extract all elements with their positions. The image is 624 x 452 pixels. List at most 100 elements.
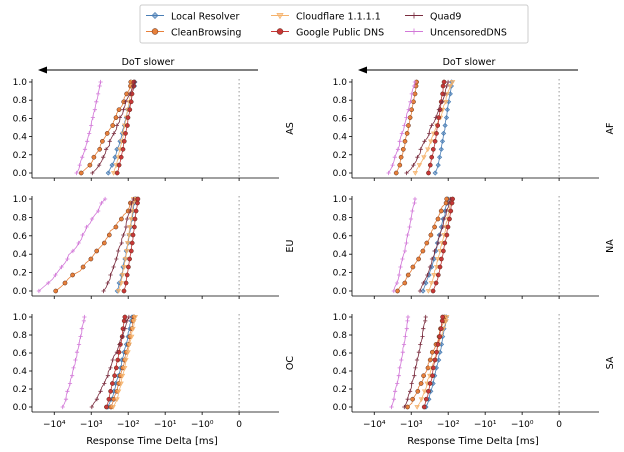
data-point [398, 264, 403, 270]
data-point [128, 334, 135, 340]
series-quad9 [417, 196, 453, 294]
x-tick-label: −10⁴ [43, 420, 66, 430]
data-point [447, 200, 452, 206]
legend-marker [276, 28, 284, 35]
data-point [435, 272, 441, 278]
data-point [116, 162, 122, 168]
data-point [414, 405, 420, 410]
series-line [62, 316, 85, 408]
data-point [434, 257, 441, 262]
data-point [443, 99, 449, 105]
data-point [391, 288, 396, 294]
data-point [116, 107, 122, 113]
data-point [118, 281, 125, 286]
data-point [413, 365, 418, 370]
data-point [449, 80, 456, 85]
data-point [415, 388, 421, 394]
series-cleanbrowsing [393, 79, 419, 176]
series-uncensoreddns [389, 314, 411, 410]
data-point [410, 264, 416, 270]
legend-label: Google Public DNS [296, 28, 384, 39]
data-point [400, 256, 405, 262]
legend: Local Resolver CleanBrowsing Cloudflare … [139, 4, 529, 44]
data-point [441, 248, 446, 254]
y-tick-label: 0.8 [13, 331, 28, 341]
data-point [122, 314, 128, 320]
data-point [444, 196, 450, 202]
data-point [427, 131, 432, 136]
series-google-public-dns [421, 314, 445, 410]
data-point [437, 334, 443, 339]
arrow-label: DoT slower [443, 57, 496, 68]
data-point [420, 248, 426, 254]
data-point [411, 163, 416, 168]
legend-marker [411, 28, 417, 35]
data-point [89, 123, 94, 128]
data-point [429, 349, 435, 355]
data-point [107, 139, 112, 144]
data-point [440, 314, 445, 320]
x-tick-label: −10² [117, 420, 140, 430]
data-point [121, 138, 127, 144]
data-point [113, 115, 119, 120]
data-point [435, 216, 441, 222]
data-point [420, 334, 425, 339]
data-point [65, 256, 70, 262]
data-point [124, 241, 131, 246]
data-point [435, 162, 441, 168]
data-point [418, 397, 425, 402]
legend-marker [151, 12, 159, 19]
data-point [404, 240, 409, 246]
data-point [421, 155, 427, 160]
data-point [391, 397, 396, 402]
x-tick-label: −10⁰ [511, 420, 534, 430]
y-tick-label: 0.8 [333, 213, 348, 223]
data-point [114, 397, 120, 402]
data-point [117, 342, 122, 347]
y-tick-label: 0.0 [13, 169, 28, 179]
y-tick-label: 0.8 [13, 96, 28, 106]
data-point [130, 326, 136, 332]
panel-grid: 0.0 0.2 0.4 0.6 0.8 1.0 AS 0.0 0.2 0.4 0.6 0.8 1.0 AF… [13, 78, 616, 430]
data-point [399, 357, 404, 363]
data-point [409, 381, 414, 386]
data-point [128, 99, 134, 105]
data-point [427, 381, 433, 386]
data-point [412, 200, 417, 206]
legend-entry: Google Public DNS [271, 28, 384, 39]
y-tick-label: 0.0 [13, 403, 28, 413]
series-line [391, 316, 409, 408]
data-point [114, 350, 120, 355]
y-tick-label: 0.4 [333, 133, 348, 143]
series-uncensoreddns [391, 196, 418, 294]
data-point [105, 280, 110, 286]
data-point [414, 357, 420, 363]
data-point [82, 147, 88, 152]
data-point [416, 163, 423, 168]
data-point [447, 216, 452, 222]
data-point [53, 272, 58, 278]
y-tick-label: 0.8 [333, 96, 348, 106]
data-point [429, 256, 435, 262]
panel-sa: 0.0 0.2 0.4 0.6 0.8 1.0 −10⁴ −10³ −10² −10¹ −10⁰ 0 S… [333, 313, 616, 430]
data-point [406, 123, 411, 128]
data-point [79, 326, 84, 331]
series-google-public-dns [426, 79, 447, 176]
data-point [443, 115, 450, 121]
data-point [132, 216, 138, 222]
data-point [396, 373, 401, 378]
x-tick-label: 0 [556, 420, 562, 430]
data-point [442, 122, 448, 129]
data-point [124, 249, 130, 254]
data-point [397, 162, 403, 168]
series-quad9 [90, 79, 137, 176]
data-point [109, 162, 115, 168]
data-point [397, 272, 402, 278]
data-point [417, 288, 423, 294]
legend-label: Local Resolver [171, 12, 240, 23]
x-tick-label: −10³ [400, 420, 423, 430]
data-point [410, 396, 415, 402]
data-point [99, 200, 104, 206]
region-label: OC [285, 356, 296, 370]
